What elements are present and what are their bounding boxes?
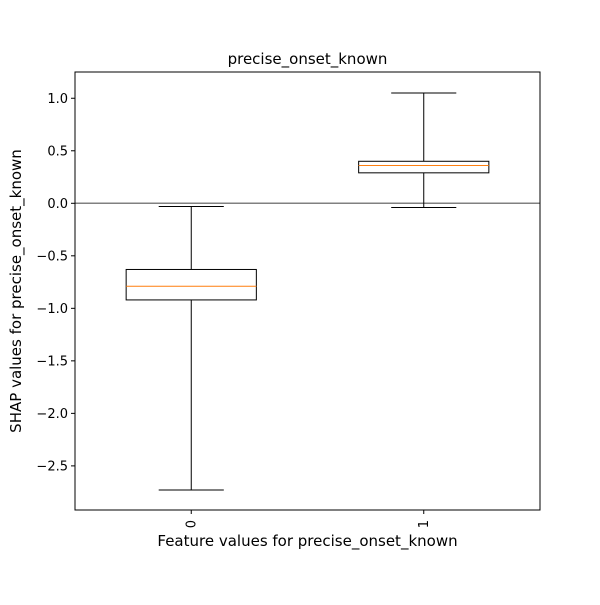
box-group xyxy=(125,92,490,491)
chart-title: precise_onset_known xyxy=(228,50,388,69)
box-1 xyxy=(358,92,490,208)
y-axis-label: SHAP values for precise_onset_known xyxy=(7,149,26,433)
y-tick-label: −2.0 xyxy=(36,407,68,422)
y-tick-label: −0.5 xyxy=(36,249,68,264)
plot-frame xyxy=(74,71,541,511)
iqr-box xyxy=(358,160,490,174)
y-tick-label: −1.5 xyxy=(36,354,68,369)
x-tick-label: 1 xyxy=(417,520,432,528)
y-tick-label: 0.0 xyxy=(47,197,68,212)
y-tick-label: −2.5 xyxy=(36,459,68,474)
x-axis-label: Feature values for precise_onset_known xyxy=(157,532,457,551)
x-tick-label: 0 xyxy=(184,520,199,528)
y-tick-label: 1.0 xyxy=(47,92,68,107)
box-0 xyxy=(125,205,257,491)
iqr-box xyxy=(125,268,257,301)
y-axis-ticks: 1.0 0.5 0.0 −0.5 −1.0 −1.5 −2.0 −2.5 xyxy=(36,92,75,474)
y-tick-label: −1.0 xyxy=(36,302,68,317)
y-tick-label: 0.5 xyxy=(47,144,68,159)
